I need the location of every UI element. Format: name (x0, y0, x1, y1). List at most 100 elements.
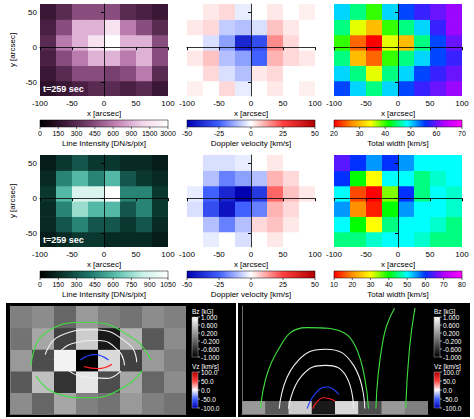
svg-text:0.200: 0.200 (201, 330, 218, 337)
svg-text:-25: -25 (214, 281, 224, 288)
svg-text:-100: -100 (326, 250, 343, 259)
svg-text:150: 150 (52, 281, 64, 288)
svg-text:40: 40 (385, 281, 393, 288)
svg-text:0: 0 (249, 250, 254, 259)
svg-text:70: 70 (440, 281, 448, 288)
svg-text:-50.0: -50.0 (201, 396, 216, 403)
svg-text:50: 50 (426, 250, 435, 259)
svg-text:Total width [km/s]: Total width [km/s] (367, 290, 428, 299)
svg-text:50: 50 (426, 99, 435, 108)
svg-text:450: 450 (89, 281, 101, 288)
svg-text:-25: -25 (214, 130, 224, 137)
svg-text:Doppler velocity [km/s]: Doppler velocity [km/s] (211, 139, 291, 148)
svg-text:60: 60 (422, 281, 430, 288)
svg-text:0.0: 0.0 (443, 387, 452, 394)
svg-text:y [arcsec]: y [arcsec] (8, 184, 17, 218)
svg-text:100: 100 (161, 99, 175, 108)
svg-text:40: 40 (381, 130, 389, 137)
svg-text:-50: -50 (213, 99, 225, 108)
svg-text:0.0: 0.0 (201, 387, 210, 394)
svg-text:1050: 1050 (160, 281, 176, 288)
svg-text:150: 150 (52, 130, 64, 137)
svg-text:0: 0 (396, 250, 401, 259)
svg-text:-50: -50 (182, 281, 192, 288)
svg-text:0: 0 (102, 250, 107, 259)
svg-text:x [arcsec]: x [arcsec] (381, 109, 415, 118)
svg-text:-100: -100 (326, 99, 343, 108)
svg-text:Line Intensity [DN/s/pix]: Line Intensity [DN/s/pix] (62, 139, 146, 148)
svg-text:50: 50 (403, 281, 411, 288)
svg-text:Total width [km/s]: Total width [km/s] (367, 139, 428, 148)
svg-text:-50: -50 (66, 99, 78, 108)
svg-text:50: 50 (28, 8, 37, 17)
svg-text:-50: -50 (360, 99, 372, 108)
svg-text:50: 50 (279, 250, 288, 259)
svg-text:100: 100 (455, 99, 469, 108)
svg-text:750: 750 (126, 281, 138, 288)
svg-text:x [arcsec]: x [arcsec] (234, 109, 268, 118)
svg-text:100.0: 100.0 (201, 369, 218, 376)
svg-text:-0.200: -0.200 (201, 338, 220, 345)
svg-text:50: 50 (28, 159, 37, 168)
svg-text:-0.200: -0.200 (443, 338, 462, 345)
svg-text:50: 50 (279, 99, 288, 108)
svg-text:x [arcsec]: x [arcsec] (381, 260, 415, 269)
svg-text:20: 20 (348, 281, 356, 288)
svg-text:0.600: 0.600 (443, 322, 460, 329)
svg-text:100: 100 (308, 250, 322, 259)
svg-text:Doppler velocity [km/s]: Doppler velocity [km/s] (211, 290, 291, 299)
svg-text:-100: -100 (179, 99, 196, 108)
svg-text:t=259 sec: t=259 sec (43, 84, 84, 94)
svg-text:50: 50 (311, 281, 319, 288)
svg-text:100: 100 (455, 250, 469, 259)
svg-text:50: 50 (132, 99, 141, 108)
svg-text:25: 25 (279, 130, 287, 137)
svg-text:0: 0 (249, 130, 253, 137)
svg-text:300: 300 (71, 130, 83, 137)
svg-text:-0.600: -0.600 (201, 346, 220, 353)
svg-text:t=259 sec: t=259 sec (43, 235, 84, 245)
svg-text:0.200: 0.200 (443, 330, 460, 337)
svg-text:20: 20 (330, 130, 338, 137)
svg-text:Line Intensity [DN/s/pix]: Line Intensity [DN/s/pix] (62, 290, 146, 299)
svg-text:50: 50 (132, 250, 141, 259)
svg-text:0: 0 (38, 281, 42, 288)
svg-text:-100: -100 (179, 250, 196, 259)
svg-text:600: 600 (107, 281, 119, 288)
svg-text:-100: -100 (32, 99, 49, 108)
svg-text:-50: -50 (182, 130, 192, 137)
svg-text:60: 60 (433, 130, 441, 137)
svg-text:30: 30 (367, 281, 375, 288)
svg-text:10: 10 (330, 281, 338, 288)
svg-text:-50: -50 (360, 250, 372, 259)
svg-text:1500: 1500 (142, 130, 158, 137)
svg-text:-50: -50 (25, 78, 37, 87)
svg-text:50: 50 (407, 130, 415, 137)
svg-text:0: 0 (102, 99, 107, 108)
svg-text:y [arcsec]: y [arcsec] (8, 33, 17, 67)
svg-text:-1.000: -1.000 (201, 354, 220, 361)
svg-text:-50.0: -50.0 (443, 396, 458, 403)
svg-text:600: 600 (107, 130, 119, 137)
svg-text:100: 100 (161, 250, 175, 259)
svg-text:-0.600: -0.600 (443, 346, 462, 353)
svg-text:1.000: 1.000 (443, 314, 460, 321)
svg-text:-50: -50 (25, 229, 37, 238)
svg-text:0: 0 (38, 130, 42, 137)
svg-text:x [arcsec]: x [arcsec] (87, 109, 121, 118)
svg-text:0: 0 (249, 99, 254, 108)
svg-text:900: 900 (144, 281, 156, 288)
svg-text:100: 100 (308, 99, 322, 108)
svg-text:100.0: 100.0 (443, 369, 460, 376)
svg-text:0: 0 (249, 281, 253, 288)
svg-text:x [arcsec]: x [arcsec] (234, 260, 268, 269)
svg-text:450: 450 (89, 130, 101, 137)
svg-text:-100: -100 (32, 250, 49, 259)
svg-text:-100.0: -100.0 (443, 405, 462, 412)
svg-text:25: 25 (279, 281, 287, 288)
svg-text:300: 300 (71, 281, 83, 288)
svg-text:-50: -50 (66, 250, 78, 259)
svg-text:70: 70 (458, 130, 466, 137)
svg-text:0: 0 (33, 43, 38, 52)
svg-text:-100.0: -100.0 (201, 405, 220, 412)
